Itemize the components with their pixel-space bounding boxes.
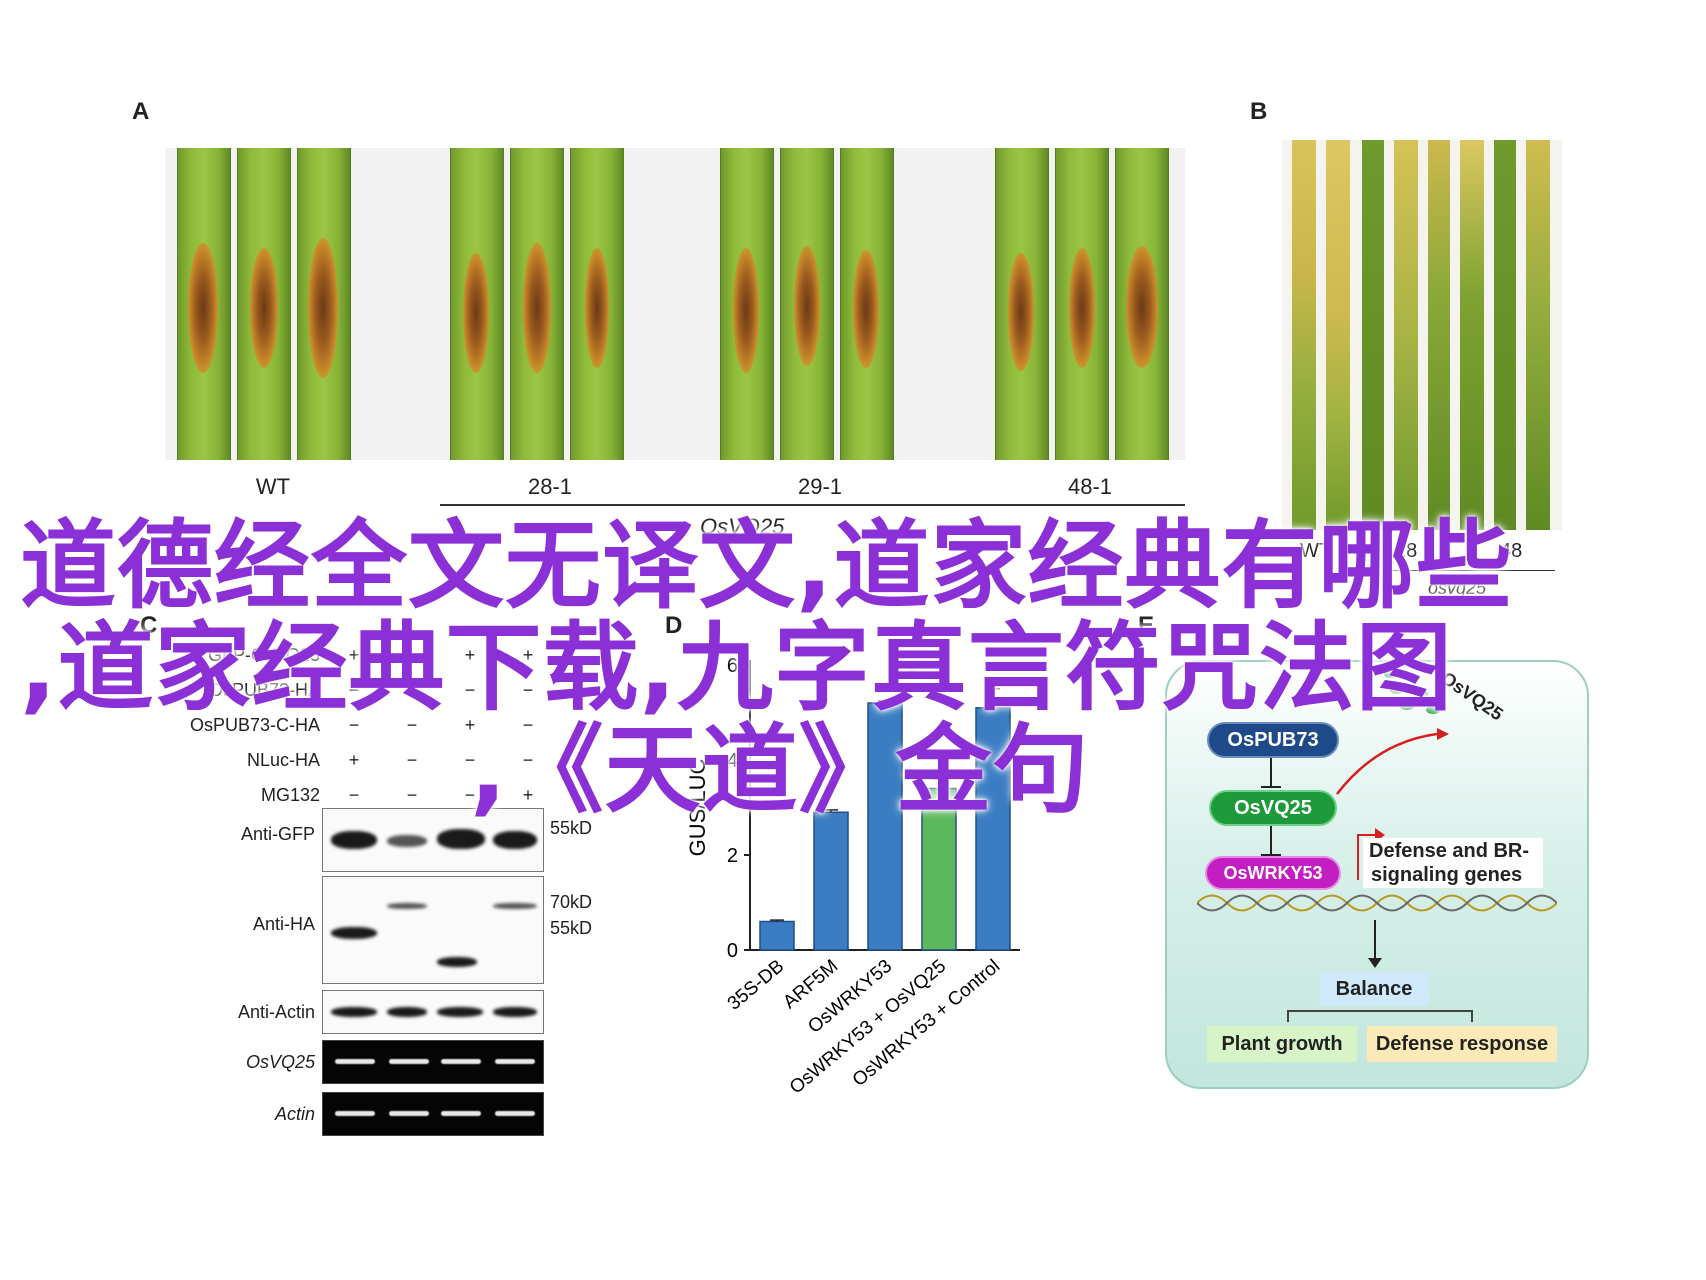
panel-c-marker: 55kD [550, 918, 593, 938]
panel-d-letter: D [665, 612, 683, 639]
panel-c-sign: + [406, 645, 418, 665]
bar [867, 702, 903, 951]
bar [921, 787, 957, 951]
overlay-title-line3: ,《天道》金句 [470, 714, 1090, 826]
panel-c-marker: 55kD [550, 818, 593, 838]
inhibit-bar-1 [1261, 786, 1281, 788]
panel-c-blot-label: Actin [274, 1104, 315, 1124]
activation-arrow [1357, 834, 1359, 880]
balance-bracket [1287, 1010, 1473, 1022]
inhibit-arrow-1 [1270, 758, 1272, 788]
x-tick-label: 35S-DB [724, 956, 788, 1015]
panel-c-blot-anti-actin [322, 990, 544, 1034]
panel-b-label-48: 48 [1500, 540, 1523, 562]
panel-c-sign: − [348, 715, 360, 735]
target-genes-line2: signaling genes [1371, 864, 1523, 886]
panel-e-model-diagram: OsPUB73 OsVQ25 OsWRKY53 OsVQ25 Defense a… [1165, 660, 1589, 1089]
panel-c-sign: − [464, 750, 476, 770]
target-genes-box [1363, 838, 1543, 888]
y-axis-label: GUS/LUC [685, 758, 710, 856]
panel-c-sign: − [406, 715, 418, 735]
panel-c-gel-osvq25 [322, 1040, 544, 1084]
dna-helix [1197, 894, 1557, 912]
panel-c-row-label: GFP-OsVQ25 [207, 645, 320, 665]
panel-c-sign: − [348, 680, 360, 700]
panel-c-letter: C [140, 612, 158, 639]
panel-c-sign: − [464, 785, 476, 805]
panel-c-sign: + [406, 680, 418, 700]
panel-c-sign: + [464, 645, 476, 665]
panel-c-sign: + [348, 645, 360, 665]
panel-c-row-label: MG132 [260, 785, 320, 805]
overlay-title-line1: 道德经全文无译文,道家经典有哪些 [20, 510, 1513, 622]
overlay-title-line2: ,道家经典下载,九字真言符咒法图 [20, 612, 1453, 724]
panel-a-label-48-1: 48-1 [1067, 474, 1113, 499]
bar [975, 707, 1011, 951]
node-ospub73: OsPUB73 [1207, 722, 1339, 758]
panel-c-gel-actin [322, 1092, 544, 1136]
activation-arrow-head [1357, 834, 1379, 836]
node-oswrky53: OsWRKY53 [1205, 856, 1341, 890]
defense-response-box: Defense response [1367, 1026, 1557, 1062]
panel-c-sign: − [464, 680, 476, 700]
panel-b-leaf-photo [1282, 140, 1562, 530]
y-tick-label: 2 [727, 845, 738, 867]
panel-a-label-wt: WT [255, 474, 291, 499]
panel-a-letter: A [132, 98, 150, 125]
panel-c-blot-label: Anti-HA [252, 914, 315, 934]
panel-c-sign: + [522, 785, 534, 805]
degradation-arrow [1336, 728, 1449, 795]
panel-c-sign: + [348, 750, 360, 770]
panel-a-label-28-1: 28-1 [527, 474, 573, 499]
panel-c-sign: − [522, 750, 534, 770]
target-genes-line1: Defense and BR- [1369, 840, 1530, 862]
panel-b-label-wt: WT [1300, 540, 1332, 562]
panel-c-sign: + [522, 645, 534, 665]
inhibit-arrow-2 [1270, 826, 1272, 856]
panel-c-sign: + [464, 715, 476, 735]
y-tick-label: 6 [727, 655, 738, 677]
panel-c-sign: − [348, 785, 360, 805]
significance-mark: * [908, 662, 917, 687]
bar [759, 920, 795, 951]
panel-b-bracket [1385, 570, 1555, 571]
panel-c-marker: 70kD [550, 892, 593, 912]
panel-c-sign: − [522, 715, 534, 735]
bar [813, 811, 849, 951]
degraded-osvq25-fragments [1382, 662, 1502, 722]
plant-growth-box: Plant growth [1207, 1026, 1357, 1062]
panel-c-blot-label: Anti-Actin [237, 1002, 315, 1022]
panel-c-row-label: NLuc-HA [246, 750, 320, 770]
panel-c-blot-anti-ha [322, 876, 544, 984]
panel-b-sublabel: osvq25 [1428, 578, 1487, 598]
panel-a-bracket-label: OsVQ25 [700, 514, 785, 539]
panel-c-blot-label: Anti-GFP [240, 824, 315, 844]
panel-a-leaf-photo [165, 148, 1185, 460]
y-tick-label: 4 [727, 750, 738, 772]
panel-b-label-28: 28 [1395, 540, 1418, 562]
panel-c-blot-label: OsVQ25 [245, 1052, 315, 1072]
panel-c-row-label: OsPUB73-HA [208, 680, 320, 700]
y-tick-label: 0 [727, 940, 738, 962]
panel-c-row-label: OsPUB73-C-HA [189, 715, 320, 735]
panel-c-sign: − [406, 785, 418, 805]
panel-a-label-29-1: 29-1 [797, 474, 843, 499]
panel-a-bracket [440, 504, 1185, 506]
panel-b-letter: B [1250, 98, 1268, 125]
panel-c-sign: − [522, 680, 534, 700]
panel-c-sign: − [406, 750, 418, 770]
node-osvq25: OsVQ25 [1209, 790, 1337, 826]
inhibit-bar-2 [1261, 854, 1281, 856]
balance-box: Balance [1319, 972, 1429, 1006]
balance-arrow [1374, 920, 1376, 960]
panel-c-blot-anti-gfp [322, 808, 544, 872]
panel-e-letter: E [1138, 612, 1155, 639]
